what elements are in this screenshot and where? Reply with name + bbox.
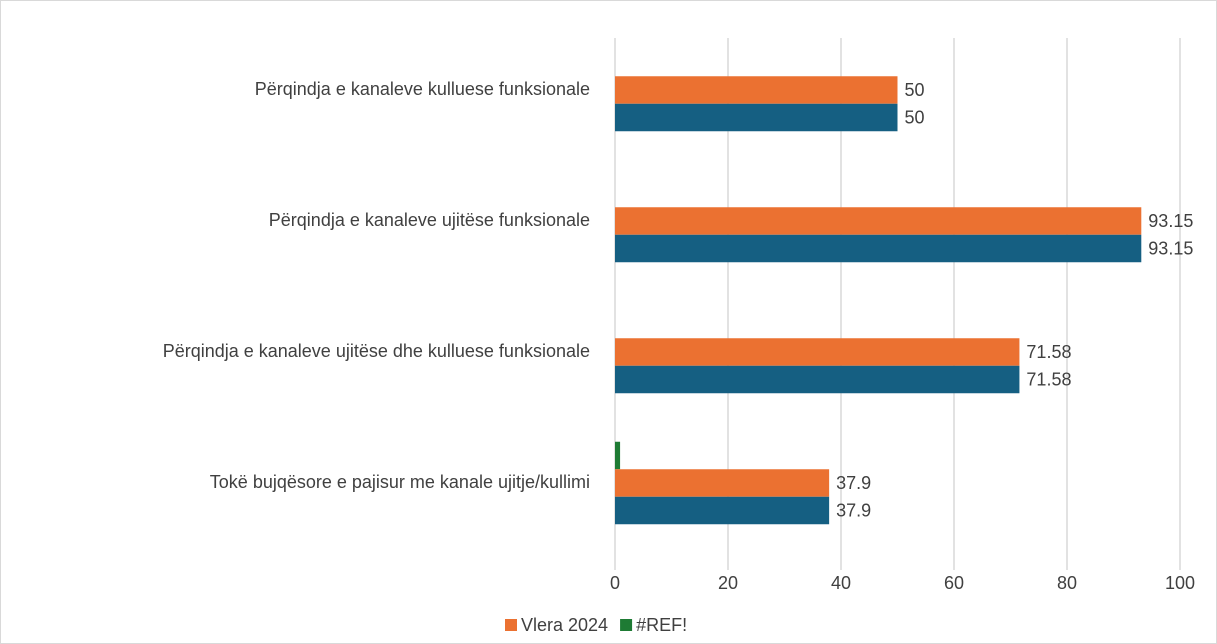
x-tick-label: 40 bbox=[831, 573, 851, 593]
data-label: 37.9 bbox=[836, 473, 871, 493]
y-tick-label: Përqindja e kanaleve kulluese funksional… bbox=[255, 79, 590, 99]
data-label: 50 bbox=[905, 107, 925, 127]
data-label: 71.58 bbox=[1026, 342, 1071, 362]
bar bbox=[615, 469, 830, 497]
data-label: 50 bbox=[905, 80, 925, 100]
x-tick-label: 20 bbox=[718, 573, 738, 593]
y-tick-label: Tokë bujqësore e pajisur me kanale ujitj… bbox=[210, 472, 590, 492]
data-label: 93.15 bbox=[1148, 238, 1193, 258]
legend-label: #REF! bbox=[636, 615, 687, 635]
data-label: 93.15 bbox=[1148, 211, 1193, 231]
y-tick-label: Përqindja e kanaleve ujitëse dhe kullues… bbox=[163, 341, 590, 361]
bar bbox=[615, 338, 1020, 366]
bar bbox=[615, 441, 621, 470]
y-tick-label: Përqindja e kanaleve ujitëse funksionale bbox=[269, 210, 590, 230]
x-tick-label: 100 bbox=[1165, 573, 1195, 593]
bar bbox=[615, 76, 898, 104]
legend-swatch bbox=[620, 619, 633, 631]
x-tick-label: 0 bbox=[610, 573, 620, 593]
x-tick-label: 60 bbox=[944, 573, 964, 593]
bar bbox=[615, 207, 1142, 235]
bar bbox=[615, 103, 898, 132]
data-label: 71.58 bbox=[1026, 369, 1071, 389]
bar bbox=[615, 496, 830, 525]
legend-swatch bbox=[505, 619, 517, 631]
x-tick-label: 80 bbox=[1057, 573, 1077, 593]
legend-label: Vlera 2024 bbox=[521, 615, 608, 635]
bar bbox=[615, 365, 1020, 394]
data-label: 37.9 bbox=[836, 500, 871, 520]
bar bbox=[615, 234, 1142, 263]
